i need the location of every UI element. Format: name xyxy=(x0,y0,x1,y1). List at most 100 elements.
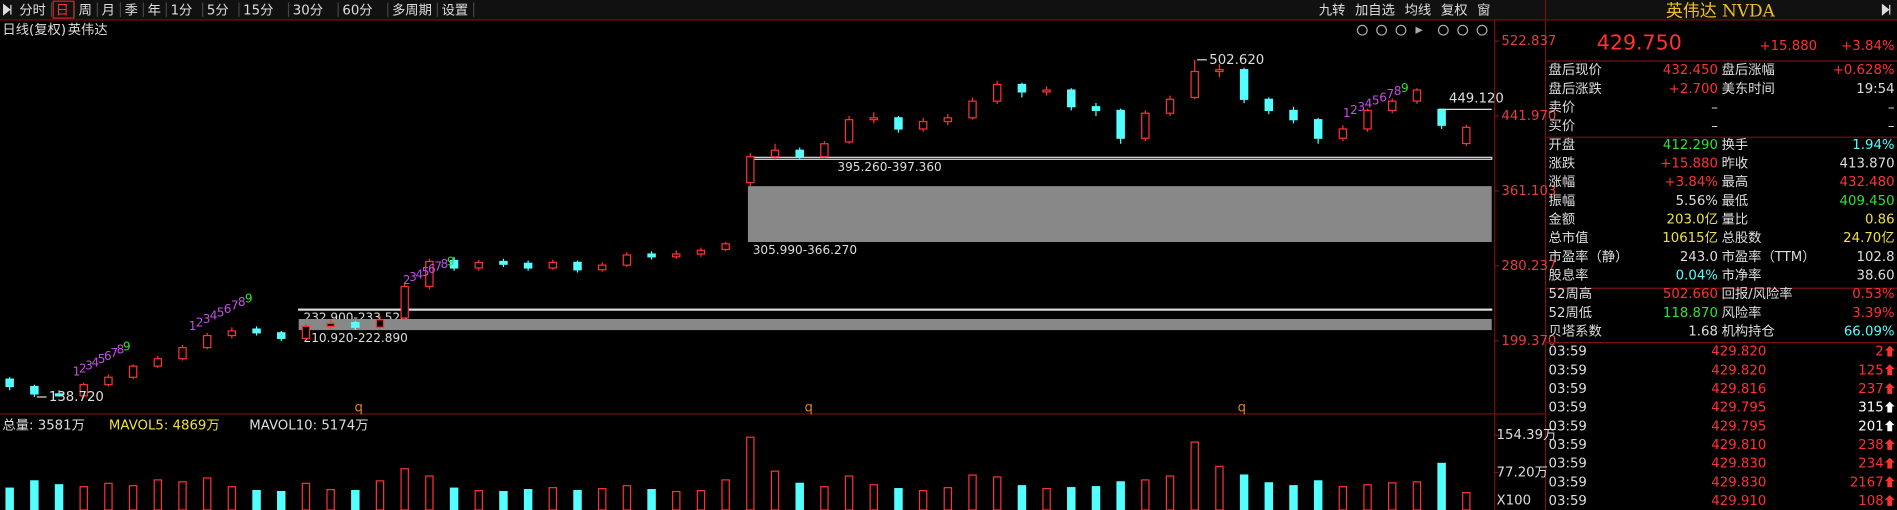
toolbar-item[interactable]: 日 xyxy=(56,3,69,18)
trade-time: 03:59 xyxy=(1549,363,1587,378)
toolbar-item[interactable]: 多周期 xyxy=(392,1,432,18)
volume-bar xyxy=(622,485,632,510)
candle-body xyxy=(1091,106,1101,112)
candle-body xyxy=(178,347,187,360)
y-tick-label: 199.370 xyxy=(1501,334,1556,349)
next-icon[interactable] xyxy=(1881,3,1891,16)
td-count: 2 xyxy=(403,273,411,287)
field-label: 市盈率（TTM） xyxy=(1722,248,1816,265)
volume-bar xyxy=(227,486,237,510)
toolbar-item[interactable]: 季 xyxy=(125,2,138,18)
volume-bar xyxy=(1462,492,1471,510)
field-value: 1.94% xyxy=(1852,138,1894,153)
candle-body xyxy=(1239,69,1249,100)
candle-body xyxy=(153,358,163,367)
play-icon[interactable] xyxy=(1415,26,1423,34)
td-count: 8 xyxy=(238,295,246,309)
toolbar-right-item[interactable]: 窗 xyxy=(1477,1,1490,18)
candle-body xyxy=(1165,98,1175,114)
field-label: 昨收 xyxy=(1722,155,1749,171)
price-change-pct: +3.84% xyxy=(1841,39,1894,54)
trade-time: 03:59 xyxy=(1549,345,1587,360)
volume-tick-label: 154.39万 xyxy=(1497,428,1557,443)
period-marker: q xyxy=(354,400,362,415)
toolbar-item[interactable]: 15分 xyxy=(243,2,273,18)
volume-bar xyxy=(820,486,829,510)
zoom-icon[interactable] xyxy=(1395,24,1407,36)
prev-icon[interactable] xyxy=(3,3,12,16)
trade-volume: 238 xyxy=(1858,438,1883,453)
period-marker: q xyxy=(1238,400,1246,415)
toolbar-right-item[interactable]: 均线 xyxy=(1405,2,1432,18)
toolbar-item[interactable]: 30分 xyxy=(293,2,323,18)
toolbar-right-item[interactable]: 复权 xyxy=(1441,1,1468,18)
minus-icon[interactable] xyxy=(1476,24,1488,36)
chart-tools[interactable] xyxy=(1356,24,1488,36)
volume-bar xyxy=(79,486,88,510)
toolbar-item[interactable]: 年 xyxy=(148,2,161,18)
td-count: 4 xyxy=(210,309,218,323)
trade-arrow xyxy=(1884,476,1895,488)
volume-bar xyxy=(1338,486,1348,510)
td-count: 7 xyxy=(434,260,442,274)
price-band xyxy=(298,318,1492,331)
field-value: 409.450 xyxy=(1840,194,1895,209)
field-value: 102.8 xyxy=(1856,250,1894,265)
field-label: 总市值 xyxy=(1549,229,1589,246)
left-icon[interactable] xyxy=(1437,24,1449,36)
toolbar-right-item[interactable]: 九转 xyxy=(1319,2,1346,18)
candle-body xyxy=(1313,119,1323,139)
field-label: 涨幅 xyxy=(1549,174,1576,190)
candle-body xyxy=(894,117,903,130)
td-count: 6 xyxy=(1379,90,1387,104)
trade-price: 429.820 xyxy=(1711,363,1766,378)
toolbar-right-item[interactable]: 加自选 xyxy=(1355,2,1395,18)
toolbar-item[interactable]: 设置 xyxy=(442,2,469,18)
candle-body xyxy=(918,120,928,130)
settings-icon[interactable] xyxy=(1376,24,1388,36)
y-tick-label: 441.970 xyxy=(1501,109,1556,124)
field-label: 开盘 xyxy=(1549,136,1576,153)
toolbar-item[interactable]: 1分 xyxy=(171,2,193,18)
candle-body xyxy=(968,100,977,119)
td-count: 9 xyxy=(245,292,253,306)
candle-body xyxy=(1338,128,1348,139)
toolbar-item[interactable]: 分时 xyxy=(19,2,46,18)
candle-body xyxy=(647,253,656,258)
td-count: 7 xyxy=(110,346,118,360)
field-value: 66.09% xyxy=(1844,325,1895,340)
candle-body xyxy=(301,325,311,339)
toolbar-item[interactable]: 5分 xyxy=(207,2,229,18)
candle-body xyxy=(54,393,64,397)
td-count: 3 xyxy=(85,358,93,372)
volume-bar xyxy=(1388,482,1397,510)
period-marker: q xyxy=(805,400,813,415)
field-label: 市盈率（静） xyxy=(1549,248,1629,265)
field-value: +0.628% xyxy=(1833,63,1895,78)
candle-body xyxy=(277,332,286,339)
trade-volume: 237 xyxy=(1858,382,1883,397)
trade-time: 03:59 xyxy=(1549,419,1587,434)
toolbar-item[interactable]: 月 xyxy=(102,3,115,18)
toolbar-item[interactable]: 周 xyxy=(79,3,92,18)
td-count: 4 xyxy=(91,355,99,369)
plus-icon[interactable] xyxy=(1457,24,1469,36)
band-label: 305.990-366.270 xyxy=(753,243,857,257)
toolbar-item[interactable]: 60分 xyxy=(342,2,372,18)
candle-body xyxy=(1289,109,1298,121)
field-label: 52周低 xyxy=(1549,305,1593,321)
volume-bar xyxy=(1412,481,1422,510)
field-label: 贝塔系数 xyxy=(1549,324,1602,340)
candle-body xyxy=(622,254,632,266)
candle-body xyxy=(721,243,730,251)
td-count: 3 xyxy=(409,270,417,284)
trade-volume: 315 xyxy=(1858,401,1883,416)
trade-time: 03:59 xyxy=(1549,457,1587,472)
trade-price: 429.795 xyxy=(1711,419,1766,434)
volume-bar xyxy=(153,479,163,510)
trade-price: 429.910 xyxy=(1711,494,1766,509)
eye-icon[interactable] xyxy=(1356,24,1368,36)
trade-volume: 108 xyxy=(1858,494,1883,509)
field-label: 盘后涨幅 xyxy=(1722,61,1775,78)
